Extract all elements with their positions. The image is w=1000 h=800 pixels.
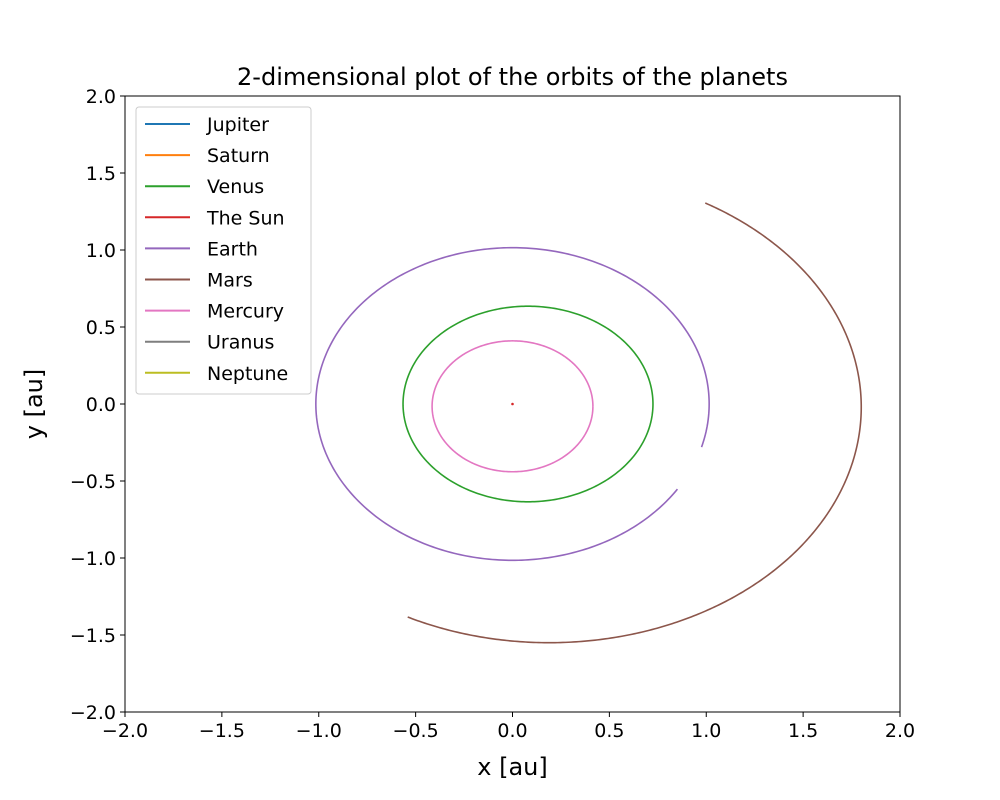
series-point-the-sun xyxy=(511,402,514,406)
tick-layer: −2.0 −1.5 −1.0 −0.5 0.0 0.5 1.0 1.5 2.0 −2.0 −1.5 −… xyxy=(70,86,915,742)
legend-label-the-sun: The Sun xyxy=(206,207,285,229)
x-tick-label: 1.5 xyxy=(788,720,818,742)
chart-title: 2-dimensional plot of the orbits of the … xyxy=(237,63,788,91)
legend-frame xyxy=(135,106,312,395)
legend-label-saturn: Saturn xyxy=(207,145,270,167)
x-axis-label: x [au] xyxy=(477,753,547,781)
y-tick-label: 0.5 xyxy=(86,317,116,339)
y-tick-label: 2.0 xyxy=(86,86,116,108)
y-tick-label: −0.5 xyxy=(70,471,116,493)
series-line-mercury xyxy=(431,340,594,473)
legend-label-venus: Venus xyxy=(207,176,264,198)
y-tick-label: 1.0 xyxy=(86,240,116,262)
x-tick-label: 0.0 xyxy=(497,720,527,742)
x-tick-label: −1.0 xyxy=(296,720,342,742)
legend-items: Jupiter Saturn Venus The Sun Earth Mars Mercur… xyxy=(145,114,288,385)
x-tick-label: −1.5 xyxy=(199,720,245,742)
x-tick-label: 1.0 xyxy=(691,720,721,742)
x-tick-label: −0.5 xyxy=(393,720,439,742)
legend-label-mercury: Mercury xyxy=(207,301,284,323)
legend-label-uranus: Uranus xyxy=(207,332,274,354)
y-tick-label: −1.0 xyxy=(70,548,116,570)
legend-label-jupiter: Jupiter xyxy=(206,114,269,136)
legend-label-neptune: Neptune xyxy=(207,363,288,385)
legend: Jupiter Saturn Venus The Sun Earth Mars Mercur… xyxy=(135,106,312,395)
y-tick-label: −1.5 xyxy=(70,625,116,647)
y-tick-label: −2.0 xyxy=(70,702,116,724)
y-tick-label: 0.0 xyxy=(86,394,116,416)
x-tick-label: −2.0 xyxy=(102,720,148,742)
y-axis-label: y [au] xyxy=(20,369,48,439)
legend-label-earth: Earth xyxy=(207,238,258,260)
series-line-mars xyxy=(407,202,863,644)
x-tick-label: 2.0 xyxy=(885,720,915,742)
x-tick-label: 0.5 xyxy=(594,720,624,742)
series-line-venus xyxy=(402,305,654,503)
legend-label-mars: Mars xyxy=(207,270,253,292)
series-layer xyxy=(315,202,863,644)
y-tick-label: 1.5 xyxy=(86,163,116,185)
series-line-earth xyxy=(315,246,710,562)
